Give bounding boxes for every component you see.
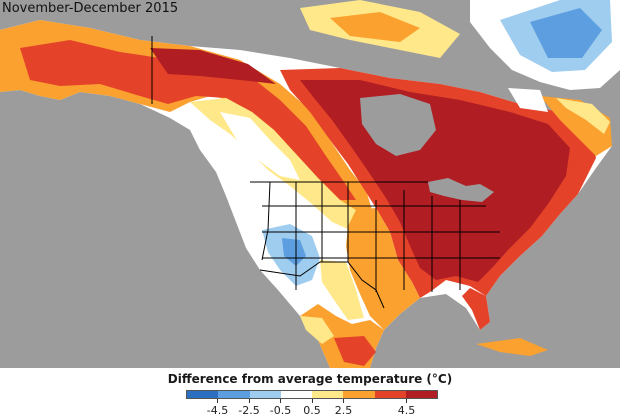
legend-tick [217, 399, 218, 403]
hudson-bay [360, 94, 436, 156]
bc-near-normal [220, 112, 300, 180]
yukon-record-warm [150, 48, 276, 84]
map-svg [0, 0, 620, 368]
legend-tick [248, 399, 250, 403]
legend-tick-label: 0.5 [303, 404, 321, 417]
hudson-strait-near-normal [508, 88, 548, 112]
legend: Difference from average temperature (°C)… [0, 368, 620, 417]
legend-tick [343, 399, 344, 403]
map-title: November-December 2015 [2, 1, 179, 16]
legend-title: Difference from average temperature (°C) [167, 372, 453, 386]
state-line-1 [261, 181, 271, 261]
legend-swatch [374, 391, 406, 398]
legend-tick [280, 399, 281, 403]
florida-very-warm [462, 288, 490, 330]
legend-tick-label: -0.5 [269, 404, 292, 417]
legend-swatch [280, 391, 312, 398]
political-borders [151, 36, 500, 309]
arctic-islands-warm [330, 12, 420, 42]
baja-slightly-warm [300, 316, 334, 344]
legend-tick-label: 4.5 [397, 404, 416, 417]
legend-swatch [187, 391, 219, 398]
mexico-very-warm [334, 336, 376, 366]
labrador-slightly-warm [556, 98, 610, 134]
alaska-canada-very-warm [20, 40, 356, 200]
legend-swatch [249, 391, 281, 398]
south-texas-slightly-warm [320, 260, 364, 320]
cuba-land [476, 338, 548, 356]
legend-tick-label: 2.5 [334, 404, 353, 417]
legend-swatch [343, 391, 375, 398]
legend-tick-label: -2.5 [238, 404, 260, 417]
legend-swatch [312, 391, 344, 398]
legend-tick [406, 399, 407, 403]
legend-ticks [186, 399, 438, 404]
legend-tick-label: -4.5 [206, 404, 229, 417]
legend-swatch [405, 391, 437, 398]
greenland-colder-region [530, 8, 602, 58]
temperature-anomaly-map: November-December 2015 [0, 0, 620, 368]
southwest-cool [282, 238, 306, 266]
great-lakes [428, 178, 494, 202]
legend-tick-labels: -4.5 -2.5 -0.5 0.5 2.5 4.5 [186, 404, 438, 417]
legend-swatch [218, 391, 250, 398]
legend-color-bar [186, 390, 438, 399]
legend-tick [311, 399, 313, 403]
plains-texas-warm [346, 208, 420, 330]
